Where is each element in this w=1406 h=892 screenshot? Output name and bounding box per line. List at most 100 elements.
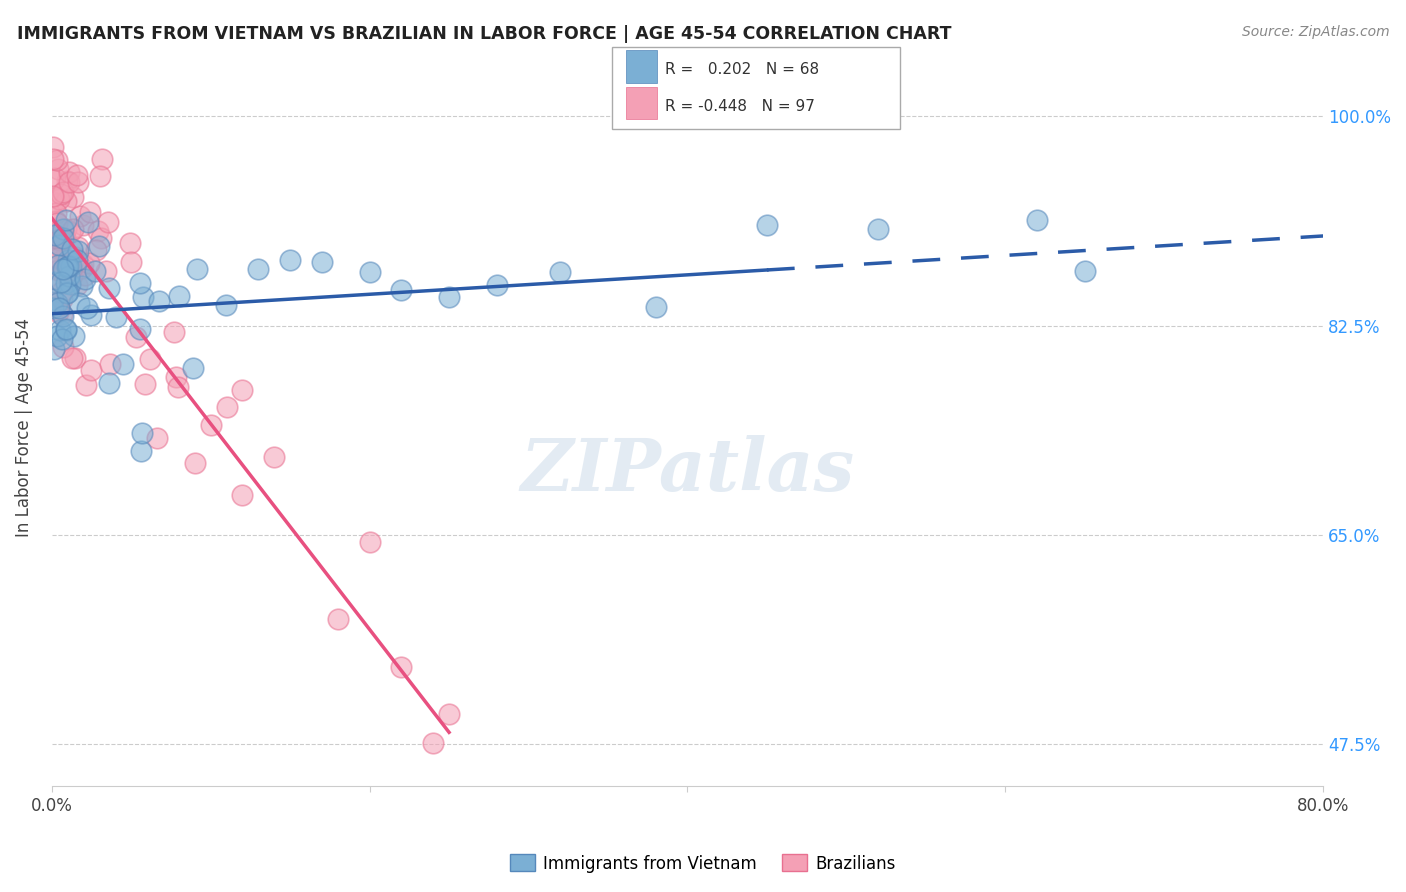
Point	[58, 254, 80, 268]
Point	[58, 285, 80, 300]
Point	[359, 535, 381, 549]
Point	[59, 277, 82, 291]
Point	[42, 301, 65, 315]
Point	[46, 296, 69, 310]
Point	[76, 301, 98, 315]
Point	[94, 264, 117, 278]
Point	[42, 227, 65, 242]
Point	[58, 165, 80, 179]
Point	[112, 357, 135, 371]
Point	[263, 450, 285, 465]
Point	[52, 222, 75, 236]
Point	[55, 248, 77, 262]
Point	[66, 278, 89, 293]
Point	[72, 218, 94, 232]
Point	[60, 242, 83, 256]
Point	[49, 187, 72, 202]
Point	[45, 216, 67, 230]
Point	[58, 269, 80, 284]
Point	[44, 271, 66, 285]
Point	[45, 214, 67, 228]
Point	[73, 272, 96, 286]
Point	[52, 185, 75, 199]
Point	[437, 290, 460, 304]
Point	[98, 357, 121, 371]
Point	[326, 612, 349, 626]
Point	[59, 226, 82, 240]
Point	[42, 173, 65, 187]
Point	[45, 206, 67, 220]
Point	[134, 376, 156, 391]
Text: ZIPatlas: ZIPatlas	[520, 435, 855, 506]
Point	[56, 174, 79, 188]
Point	[44, 235, 66, 250]
Point	[67, 295, 90, 310]
Point	[80, 362, 103, 376]
Point	[66, 168, 89, 182]
Text: R =   0.202   N = 68: R = 0.202 N = 68	[665, 62, 820, 77]
Point	[167, 288, 190, 302]
Point	[162, 325, 184, 339]
Point	[42, 190, 65, 204]
Point	[120, 255, 142, 269]
Point	[46, 258, 69, 272]
Point	[55, 276, 77, 290]
Point	[51, 332, 73, 346]
Point	[79, 204, 101, 219]
Point	[131, 426, 153, 441]
Point	[42, 239, 65, 253]
Point	[166, 380, 188, 394]
Point	[148, 293, 170, 308]
Point	[90, 231, 112, 245]
Point	[48, 238, 70, 252]
Point	[247, 262, 270, 277]
Point	[44, 197, 66, 211]
Point	[231, 384, 253, 398]
Point	[84, 264, 107, 278]
Point	[97, 376, 120, 391]
Point	[60, 268, 83, 282]
Point	[49, 251, 72, 265]
Point	[60, 351, 83, 365]
Point	[52, 341, 75, 355]
Point	[231, 488, 253, 502]
Point	[46, 329, 69, 343]
Point	[550, 265, 572, 279]
Point	[755, 218, 778, 232]
Point	[87, 223, 110, 237]
Point	[72, 257, 94, 271]
Point	[311, 255, 333, 269]
Point	[215, 400, 238, 414]
Text: IMMIGRANTS FROM VIETNAM VS BRAZILIAN IN LABOR FORCE | AGE 45-54 CORRELATION CHAR: IMMIGRANTS FROM VIETNAM VS BRAZILIAN IN …	[17, 25, 952, 43]
Point	[76, 214, 98, 228]
Point	[44, 227, 66, 242]
Point	[104, 310, 127, 325]
Point	[46, 299, 69, 313]
Point	[59, 263, 82, 277]
Point	[46, 161, 69, 176]
Point	[295, 821, 318, 835]
Point	[124, 329, 146, 343]
Point	[98, 281, 121, 295]
Point	[868, 222, 890, 236]
Point	[89, 169, 111, 183]
Point	[44, 170, 66, 185]
Point	[1074, 263, 1097, 277]
Point	[66, 252, 89, 267]
Point	[42, 195, 65, 210]
Point	[52, 230, 75, 244]
Point	[89, 239, 111, 253]
Point	[183, 361, 205, 376]
Point	[70, 261, 93, 276]
Point	[389, 660, 412, 674]
Point	[42, 275, 65, 289]
Point	[42, 293, 65, 307]
Point	[49, 234, 72, 248]
Point	[77, 256, 100, 270]
Point	[53, 262, 76, 277]
Point	[389, 283, 412, 297]
Point	[67, 244, 90, 258]
Point	[146, 432, 169, 446]
Point	[422, 736, 444, 750]
Point	[48, 236, 70, 251]
